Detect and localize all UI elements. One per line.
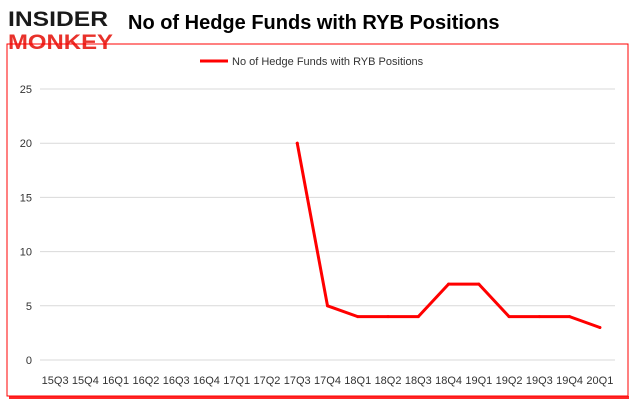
x-tick-label: 18Q2 xyxy=(375,375,402,387)
x-tick-label: 16Q1 xyxy=(102,375,129,387)
data-point xyxy=(507,315,511,319)
y-tick-label: 15 xyxy=(20,192,32,204)
x-tick-label: 17Q4 xyxy=(314,375,341,387)
data-point xyxy=(537,315,541,319)
x-tick-label: 17Q1 xyxy=(223,375,250,387)
data-point xyxy=(477,282,481,286)
x-axis-ticks: 15Q3 15Q4 16Q1 16Q2 16Q3 16Q4 17Q1 17Q2 17Q3 17Q4… xyxy=(42,375,614,387)
x-tick-label: 15Q3 xyxy=(42,375,69,387)
series-line xyxy=(295,141,602,329)
chart-title: No of Hedge Funds with RYB Positions xyxy=(128,12,500,34)
chart-border-shadow xyxy=(9,396,629,399)
chart-border xyxy=(6,43,629,397)
data-point xyxy=(326,304,329,308)
gridlines xyxy=(40,88,615,361)
data-point xyxy=(295,141,299,145)
y-tick-label: 10 xyxy=(20,247,32,259)
y-tick-label: 0 xyxy=(26,355,32,367)
x-tick-label: 18Q1 xyxy=(344,375,371,387)
legend-label: No of Hedge Funds with RYB Positions xyxy=(232,56,424,68)
y-tick-label: 5 xyxy=(26,301,32,313)
x-tick-label: 16Q4 xyxy=(193,375,220,387)
y-axis-ticks: 0 5 10 15 20 25 xyxy=(20,84,32,367)
data-point xyxy=(598,325,602,329)
data-point xyxy=(568,315,572,319)
data-point xyxy=(386,315,390,319)
x-tick-label: 16Q3 xyxy=(163,375,190,387)
legend: No of Hedge Funds with RYB Positions xyxy=(200,56,424,68)
x-tick-label: 17Q2 xyxy=(254,375,281,387)
y-tick-label: 25 xyxy=(20,84,32,96)
data-point xyxy=(356,315,360,319)
series-group xyxy=(295,141,602,329)
x-tick-label: 17Q3 xyxy=(284,375,311,387)
x-tick-label: 20Q1 xyxy=(586,375,613,387)
x-tick-label: 18Q4 xyxy=(435,375,462,387)
x-tick-label: 19Q1 xyxy=(465,375,492,387)
logo-line-insider: INSIDER xyxy=(8,8,108,31)
x-tick-label: 18Q3 xyxy=(405,375,432,387)
data-point xyxy=(447,282,451,286)
data-point xyxy=(416,315,420,319)
insider-monkey-logo: INSIDER MONKEY xyxy=(8,8,113,52)
logo-line-monkey: MONKEY xyxy=(8,31,113,52)
x-tick-label: 19Q4 xyxy=(556,375,583,387)
y-tick-label: 20 xyxy=(20,138,32,150)
x-tick-label: 15Q4 xyxy=(72,375,99,387)
x-tick-label: 16Q2 xyxy=(132,375,159,387)
x-tick-label: 19Q3 xyxy=(526,375,553,387)
x-tick-label: 19Q2 xyxy=(496,375,523,387)
